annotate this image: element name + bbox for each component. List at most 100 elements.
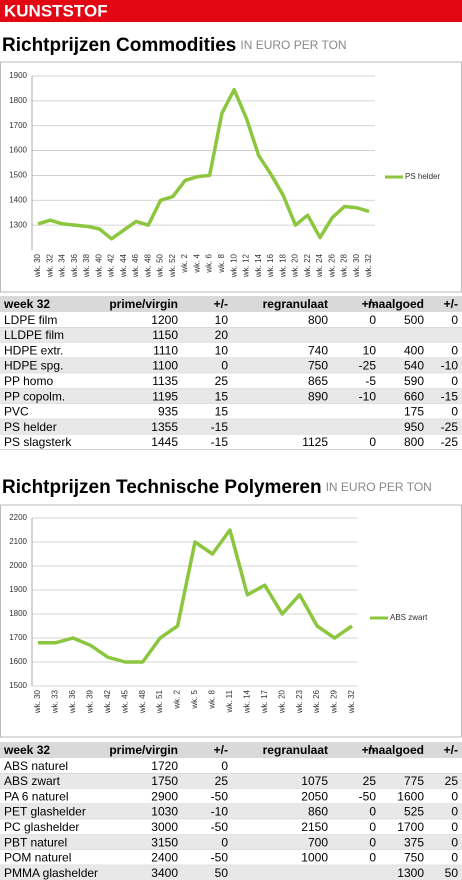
table-cell: 865 (308, 374, 328, 388)
table-cell: 1300 (397, 866, 424, 880)
table-cell: 800 (308, 313, 328, 327)
y-tick-label: 1300 (9, 220, 27, 229)
table-cell: 950 (404, 420, 424, 434)
table-row-bg (0, 773, 462, 789)
x-tick-label: wk. 38 (82, 253, 91, 278)
x-tick-label: wk. 14 (242, 689, 251, 714)
table-cell: LDPE film (4, 313, 57, 327)
table-cell: PP copolm. (4, 389, 65, 403)
x-tick-label: wk. 26 (312, 689, 321, 714)
x-tick-label: wk. 24 (315, 253, 324, 278)
table-cell: PBT naturel (4, 835, 67, 849)
x-tick-label: wk. 45 (120, 689, 129, 714)
table-cell: 25 (445, 774, 459, 788)
table-cell: PP homo (4, 374, 53, 388)
table-cell: -25 (441, 420, 459, 434)
subtitle-text: IN EURO PER TON (326, 480, 432, 494)
table-header: +/- (214, 743, 228, 757)
y-tick-label: 2100 (9, 537, 27, 546)
table-cell: PA 6 naturel (4, 789, 69, 803)
table-cell: 1750 (151, 774, 178, 788)
table-cell: 1135 (152, 374, 178, 388)
x-tick-label: wk. 48 (138, 689, 147, 714)
table-cell: LLDPE film (4, 328, 64, 342)
table-cell: 0 (369, 313, 376, 327)
y-tick-label: 1800 (9, 96, 27, 105)
x-tick-label: wk. 42 (103, 689, 112, 714)
table-cell: 1030 (151, 805, 178, 819)
table-cell: -10 (441, 359, 459, 373)
table-cell: 0 (221, 359, 228, 373)
table-cell: 0 (369, 835, 376, 849)
y-tick-label: 1900 (9, 585, 27, 594)
table-cell: 0 (369, 435, 376, 449)
table-row-bg (0, 434, 462, 450)
header-bar (0, 0, 462, 22)
table-cell: 10 (215, 343, 229, 357)
table-cell: 25 (215, 774, 229, 788)
table-cell: -50 (211, 820, 229, 834)
table-row-bg (0, 312, 462, 328)
y-tick-label: 1500 (9, 171, 27, 180)
table-cell: 890 (308, 389, 328, 403)
table-row-bg (0, 403, 462, 420)
table-cell: 0 (451, 851, 458, 865)
table-cell: -10 (211, 805, 229, 819)
table-cell: 1720 (151, 759, 178, 773)
x-tick-label: wk. 36 (68, 689, 77, 714)
x-tick-label: wk. 33 (51, 689, 60, 714)
y-tick-label: 2000 (9, 561, 27, 570)
table-row-bg (0, 849, 462, 866)
x-tick-label: wk. 8 (217, 253, 226, 273)
table-cell: 1100 (152, 359, 178, 373)
table-header: maalgoed (368, 297, 424, 311)
table-row-bg (0, 788, 462, 804)
legend-label: PS helder (405, 172, 440, 181)
table-cell: POM naturel (4, 851, 71, 865)
table-cell: 2900 (151, 789, 178, 803)
table-cell: PET glashelder (4, 805, 86, 819)
x-tick-label: wk. 16 (266, 253, 275, 278)
table-cell: 400 (404, 343, 424, 357)
chart-title: Richtprijzen Commodities IN EURO PER TON (2, 35, 347, 56)
table-cell: -5 (365, 374, 376, 388)
table-cell: -10 (359, 389, 377, 403)
table-header: +/- (362, 743, 376, 757)
table-cell: 3400 (151, 866, 178, 880)
table-cell: 1600 (397, 789, 424, 803)
table-cell: HDPE spg. (4, 359, 63, 373)
table-cell: 50 (215, 866, 229, 880)
x-tick-label: wk. 32 (364, 253, 373, 278)
table-cell: 700 (308, 835, 328, 849)
x-tick-label: wk. 50 (156, 253, 165, 278)
table-cell: 860 (308, 805, 328, 819)
table-cell: 0 (221, 835, 228, 849)
table-header: week 32 (3, 743, 50, 757)
table-cell: 1075 (301, 774, 328, 788)
table-cell: 50 (445, 866, 459, 880)
table-cell: 1000 (301, 851, 328, 865)
table-cell: -50 (359, 789, 377, 803)
table-cell: 2400 (151, 851, 178, 865)
x-tick-label: wk. 42 (107, 253, 116, 278)
table-cell: 540 (404, 359, 424, 373)
section-title: KUNSTSTOF (4, 1, 108, 20)
table-cell: 1445 (151, 435, 178, 449)
x-tick-label: wk. 20 (277, 689, 286, 714)
table-header-bg (0, 742, 462, 758)
y-tick-label: 1700 (9, 633, 27, 642)
x-tick-label: wk. 23 (295, 689, 304, 714)
y-tick-label: 2200 (9, 513, 27, 522)
table-cell: PC glashelder (4, 820, 79, 834)
table-cell: 0 (369, 851, 376, 865)
table-cell: 0 (451, 405, 458, 419)
table-cell: 2050 (301, 789, 328, 803)
x-tick-label: wk. 29 (330, 689, 339, 714)
x-tick-label: wk. 20 (291, 253, 300, 278)
x-tick-label: wk. 40 (94, 253, 103, 278)
y-tick-label: 1500 (9, 681, 27, 690)
x-tick-label: wk. 12 (242, 253, 251, 278)
x-tick-label: wk. 2 (173, 689, 182, 709)
table-cell: PS slagsterk (4, 435, 72, 449)
table-cell: -25 (359, 359, 377, 373)
